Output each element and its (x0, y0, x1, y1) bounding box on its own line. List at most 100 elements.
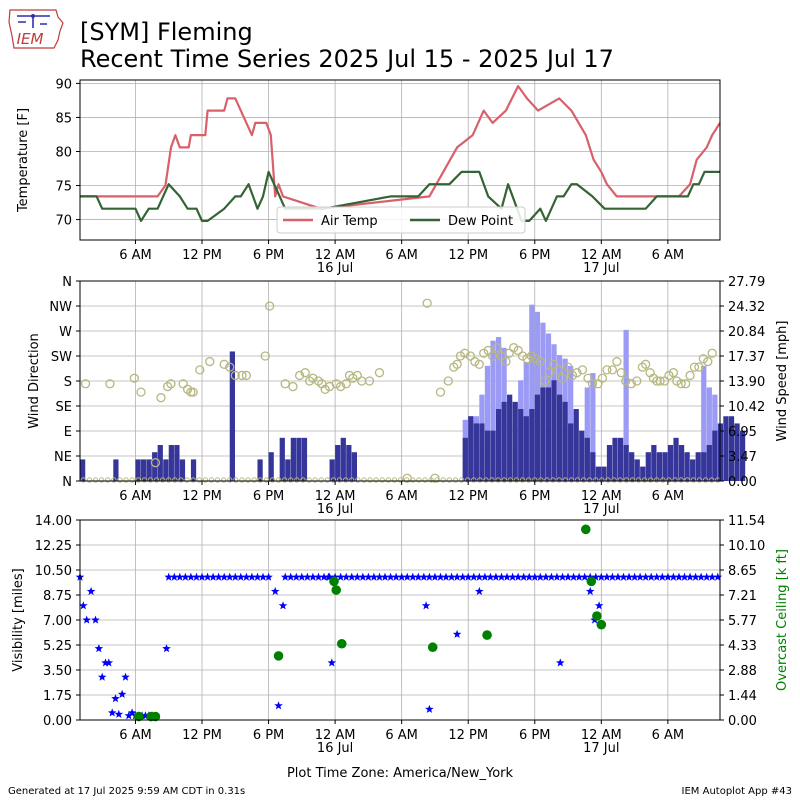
wind-speed-bar (257, 459, 263, 481)
calm-wind-marker (263, 477, 270, 483)
visibility-tick-label: 5.25 (43, 639, 72, 654)
ceiling-marker (596, 619, 607, 630)
wind-speed-bar (556, 394, 563, 481)
dew-point-line (80, 170, 720, 222)
visibility-marker (308, 572, 318, 581)
calm-wind-marker (214, 477, 221, 483)
calm-wind-marker (202, 477, 209, 483)
visibility-marker (121, 672, 130, 681)
wind-direction-marker (703, 356, 713, 367)
visibility-marker (274, 701, 283, 710)
wind-direction-marker (577, 365, 588, 375)
wind-speed-bar (179, 459, 186, 481)
wind-speed-bar (612, 437, 618, 481)
visibility-marker (117, 689, 127, 698)
wind-speed-bar (462, 437, 468, 481)
calm-wind-marker (507, 477, 514, 483)
wind-speed-bar (595, 466, 602, 481)
wind-speed-bar (168, 445, 174, 481)
visibility-marker (375, 572, 384, 581)
visibility-marker (594, 601, 604, 610)
calm-wind-marker (349, 477, 355, 483)
wind-direction-marker (641, 359, 651, 369)
wind-speed-bar (634, 459, 640, 481)
wind-speed-bar (346, 445, 352, 481)
visibility-marker (558, 572, 567, 581)
calm-wind-marker (306, 477, 312, 483)
visibility-marker (419, 572, 429, 581)
direction-tick-label: N (62, 475, 72, 490)
calm-wind-marker (684, 477, 690, 483)
wind-direction-marker (483, 345, 493, 356)
visibility-marker (114, 709, 124, 718)
iem-logo[interactable]: IEM (8, 9, 64, 49)
visibility-marker (430, 572, 440, 581)
calm-wind-marker (251, 477, 257, 483)
wind-direction-marker (676, 379, 686, 389)
wind-direction-marker (178, 379, 188, 389)
visibility-marker (425, 704, 434, 713)
calm-wind-marker (281, 477, 288, 483)
speed-tick-label: 13.90 (728, 375, 765, 390)
wind-speed-y-ticks: 0.00 3.47 6.95 10.42 13.90 17.37 20.84 24.32 27.… (720, 275, 765, 490)
wind-direction-marker (587, 379, 598, 389)
calm-wind-marker (312, 477, 318, 483)
wind-direction-marker (544, 368, 554, 378)
wind-speed-bar (540, 387, 546, 481)
wind-gust-bar (490, 340, 496, 481)
wind-direction-marker (150, 458, 161, 468)
visibility-marker (658, 572, 667, 581)
x-date-label: 16 Jul (317, 261, 353, 276)
visibility-tick-label: 14.00 (35, 514, 72, 529)
wind-speed-bar (507, 394, 513, 481)
wind-speed-bar (174, 445, 180, 481)
visibility-marker (402, 572, 412, 581)
visibility-marker (247, 572, 257, 581)
visibility-marker (556, 658, 565, 667)
visibility-marker (669, 572, 678, 581)
visibility-marker (696, 572, 706, 581)
calm-wind-marker (446, 477, 453, 483)
y-tick-label: 80 (55, 145, 72, 160)
ceiling-marker (586, 576, 597, 587)
calm-wind-marker (654, 477, 660, 483)
calm-wind-marker (245, 477, 251, 483)
visibility-marker (414, 572, 423, 581)
x-tick-label: 6 PM (253, 248, 284, 263)
wind-speed-bar (712, 430, 718, 481)
speed-tick-label: 3.47 (728, 450, 757, 465)
visibility-marker (327, 658, 337, 667)
x-tick-label: 12 AM (315, 728, 356, 743)
visibility-marker (297, 572, 307, 581)
visibility-marker (486, 572, 495, 581)
ceiling-tick-label: 4.33 (728, 639, 757, 654)
visibility-marker (702, 572, 711, 581)
wind-direction-marker (136, 387, 146, 397)
speed-tick-label: 24.32 (728, 300, 765, 315)
wind-speed-bar (579, 430, 585, 481)
wind-gust-bar (484, 365, 491, 481)
wind-direction-marker (685, 370, 695, 381)
wind-direction-marker (602, 365, 612, 375)
visibility-marker (547, 572, 556, 581)
wind-speed-bar (701, 452, 707, 481)
ceiling-tick-label: 1.44 (728, 689, 757, 704)
x-tick-label: 6 AM (385, 489, 418, 504)
y-tick-label: 70 (55, 214, 72, 229)
direction-tick-label: NW (49, 300, 72, 315)
wind-speed-bar (545, 387, 552, 481)
visibility-marker (214, 572, 223, 581)
visibility-marker (324, 572, 333, 581)
wind-speed-bar (534, 394, 541, 481)
wind-speed-bar (512, 401, 518, 481)
wind-speed-bar (667, 445, 674, 481)
legend-air-temp-label: Air Temp (321, 214, 378, 229)
calm-wind-marker (178, 477, 184, 483)
visibility-x-ticks: 6 AM 12 PM 6 PM 12 AM 6 AM 12 PM 6 PM 12 AM 6 AM… (119, 720, 684, 756)
wind-speed-bar (690, 459, 696, 481)
calm-wind-marker (702, 477, 709, 483)
calm-wind-marker (367, 477, 373, 483)
wind-direction-marker (496, 351, 507, 361)
visibility-marker (386, 572, 395, 581)
